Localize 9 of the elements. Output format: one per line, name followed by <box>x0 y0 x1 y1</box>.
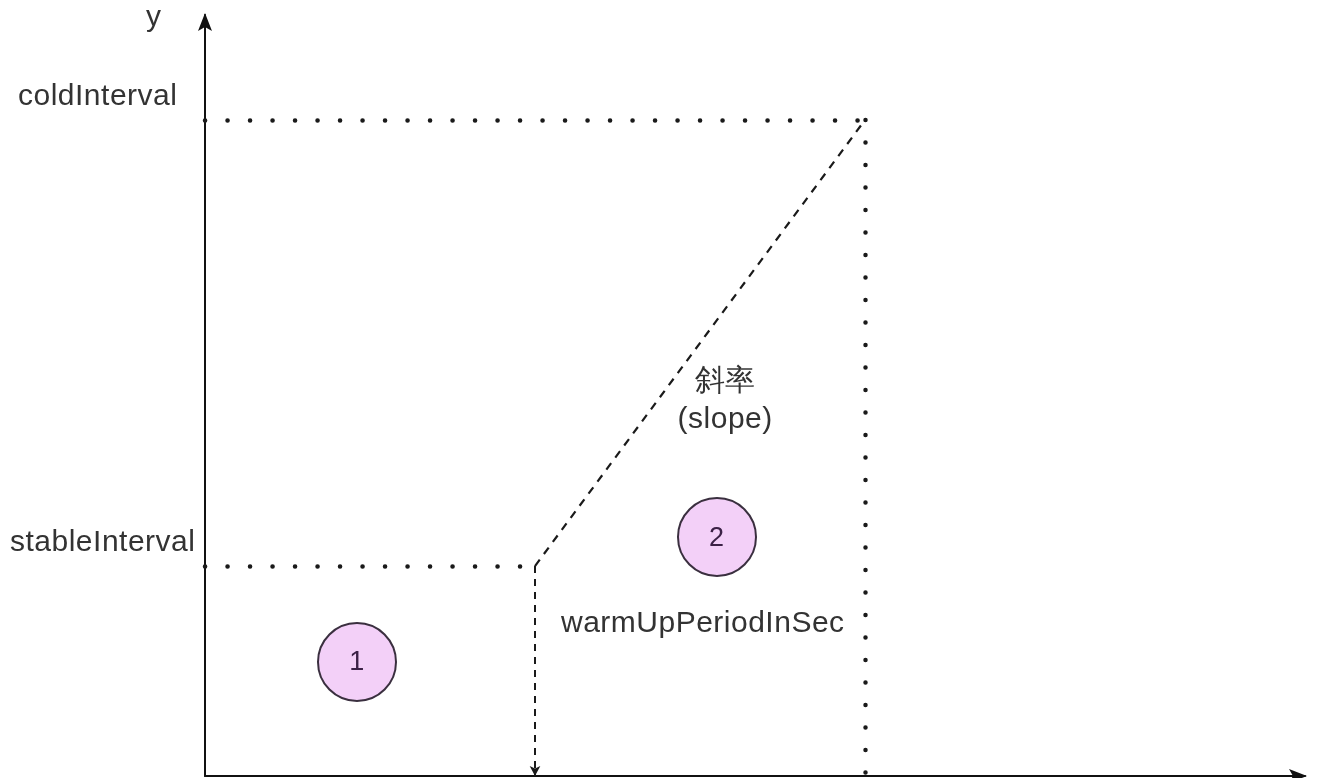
annotation: 斜率 (slope) <box>677 362 773 436</box>
annotation: warmUpPeriodInSec <box>560 603 845 640</box>
annotation: 2 <box>708 521 725 553</box>
ref-line-label: coldInterval <box>18 76 178 113</box>
circle-badge: 2 <box>676 497 757 578</box>
y-axis-title: y <box>146 0 161 32</box>
annotation: 1 <box>349 646 365 678</box>
circle-badge: 1 <box>316 621 397 702</box>
ref-line-label: stableInterval <box>10 523 196 560</box>
